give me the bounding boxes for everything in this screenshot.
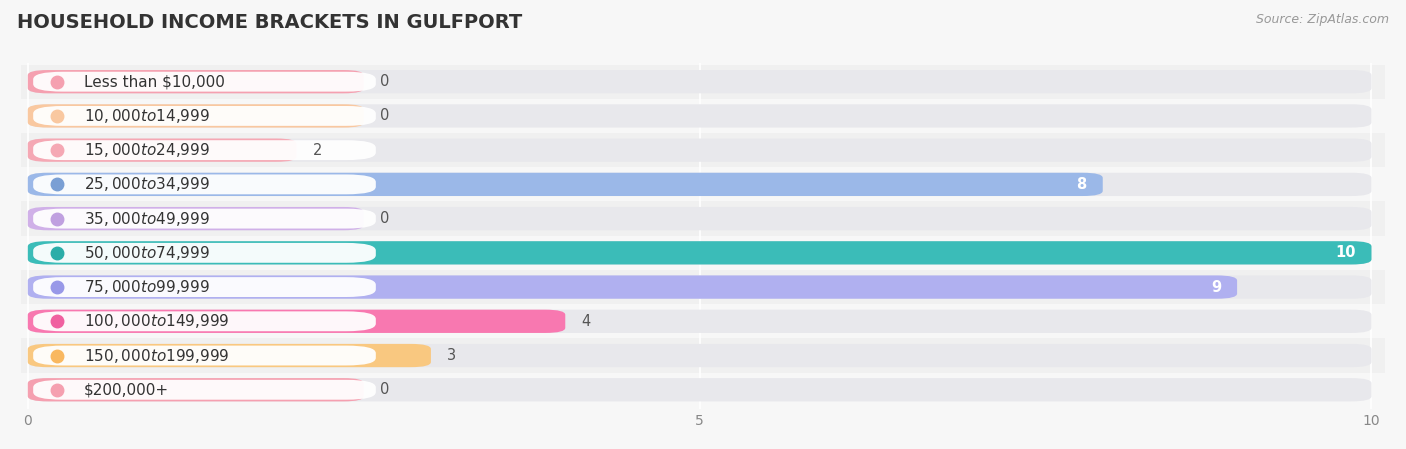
- Bar: [21, 304, 1385, 339]
- Text: $10,000 to $14,999: $10,000 to $14,999: [84, 107, 209, 125]
- Text: HOUSEHOLD INCOME BRACKETS IN GULFPORT: HOUSEHOLD INCOME BRACKETS IN GULFPORT: [17, 13, 522, 32]
- Text: 4: 4: [582, 314, 591, 329]
- FancyBboxPatch shape: [28, 173, 1371, 196]
- FancyBboxPatch shape: [34, 243, 375, 263]
- FancyBboxPatch shape: [28, 104, 1371, 128]
- FancyBboxPatch shape: [28, 275, 1371, 299]
- Text: Less than $10,000: Less than $10,000: [84, 74, 225, 89]
- FancyBboxPatch shape: [28, 207, 364, 230]
- FancyBboxPatch shape: [28, 378, 1371, 401]
- Text: $25,000 to $34,999: $25,000 to $34,999: [84, 176, 209, 194]
- Text: $75,000 to $99,999: $75,000 to $99,999: [84, 278, 209, 296]
- Bar: [21, 236, 1385, 270]
- Text: $200,000+: $200,000+: [84, 382, 169, 397]
- FancyBboxPatch shape: [34, 106, 375, 126]
- FancyBboxPatch shape: [34, 311, 375, 331]
- Text: $150,000 to $199,999: $150,000 to $199,999: [84, 347, 229, 365]
- Text: 2: 2: [312, 143, 322, 158]
- FancyBboxPatch shape: [28, 138, 297, 162]
- FancyBboxPatch shape: [28, 344, 430, 367]
- Text: 3: 3: [447, 348, 456, 363]
- Text: 10: 10: [1334, 245, 1355, 260]
- Text: 9: 9: [1211, 280, 1220, 295]
- FancyBboxPatch shape: [28, 70, 364, 93]
- Text: $35,000 to $49,999: $35,000 to $49,999: [84, 210, 209, 228]
- Bar: [21, 270, 1385, 304]
- FancyBboxPatch shape: [34, 277, 375, 297]
- FancyBboxPatch shape: [28, 310, 1371, 333]
- Bar: [21, 373, 1385, 407]
- Bar: [21, 167, 1385, 202]
- FancyBboxPatch shape: [28, 344, 1371, 367]
- FancyBboxPatch shape: [28, 173, 1102, 196]
- Text: Source: ZipAtlas.com: Source: ZipAtlas.com: [1256, 13, 1389, 26]
- Bar: [21, 99, 1385, 133]
- Bar: [21, 202, 1385, 236]
- FancyBboxPatch shape: [34, 72, 375, 92]
- Text: 8: 8: [1077, 177, 1087, 192]
- Bar: [21, 65, 1385, 99]
- FancyBboxPatch shape: [28, 104, 364, 128]
- FancyBboxPatch shape: [28, 241, 1371, 264]
- Bar: [21, 133, 1385, 167]
- Text: 0: 0: [380, 382, 389, 397]
- FancyBboxPatch shape: [34, 209, 375, 229]
- FancyBboxPatch shape: [28, 378, 364, 401]
- FancyBboxPatch shape: [28, 70, 1371, 93]
- FancyBboxPatch shape: [28, 207, 1371, 230]
- Text: 0: 0: [380, 211, 389, 226]
- Text: $50,000 to $74,999: $50,000 to $74,999: [84, 244, 209, 262]
- Text: 0: 0: [380, 74, 389, 89]
- Text: $15,000 to $24,999: $15,000 to $24,999: [84, 141, 209, 159]
- FancyBboxPatch shape: [34, 140, 375, 160]
- FancyBboxPatch shape: [28, 241, 1371, 264]
- FancyBboxPatch shape: [34, 380, 375, 400]
- FancyBboxPatch shape: [34, 175, 375, 194]
- Text: 0: 0: [380, 108, 389, 123]
- FancyBboxPatch shape: [28, 138, 1371, 162]
- Text: $100,000 to $149,999: $100,000 to $149,999: [84, 313, 229, 330]
- FancyBboxPatch shape: [28, 275, 1237, 299]
- FancyBboxPatch shape: [28, 310, 565, 333]
- Bar: [21, 339, 1385, 373]
- FancyBboxPatch shape: [34, 346, 375, 365]
